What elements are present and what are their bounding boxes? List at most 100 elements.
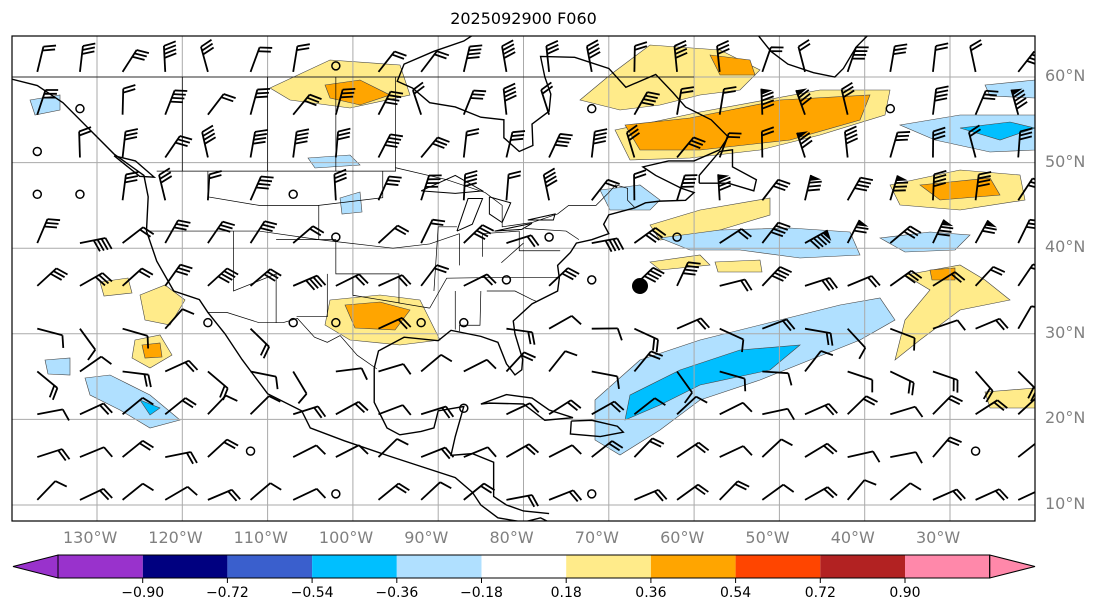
barb-feather (985, 390, 994, 403)
wind-barb (540, 81, 554, 115)
wind-barb (968, 124, 981, 158)
barb-feather (978, 171, 992, 176)
barb-staff (164, 359, 190, 373)
barb-feather (436, 264, 450, 271)
barb-staff (292, 131, 298, 158)
wind-barb (462, 89, 487, 116)
wind-barb (676, 441, 710, 458)
political-border (296, 273, 328, 318)
barb-feather (464, 170, 478, 176)
wind-barb (36, 44, 57, 73)
barb-feather (508, 170, 522, 176)
barb-feather (397, 276, 408, 287)
barb-staff (890, 451, 916, 458)
barb-feather (524, 445, 536, 456)
wind-barb (463, 358, 497, 373)
wind-barb (548, 444, 582, 458)
wind-barb (207, 93, 236, 116)
barb-feather (467, 52, 481, 56)
barb-feather (626, 124, 638, 134)
barb-staff (121, 88, 125, 115)
wind-barb (548, 315, 582, 330)
wind-barb (121, 267, 154, 287)
barb-staff (548, 399, 572, 416)
barb-staff (847, 275, 872, 287)
barb-feather (222, 220, 236, 227)
barb-flag (1011, 88, 1023, 96)
barb-flag (796, 88, 808, 96)
wind-barb (633, 437, 665, 458)
barb-staff (502, 88, 508, 115)
barb-feather (202, 128, 215, 137)
barb-feather (787, 372, 793, 386)
wind-barb (378, 317, 412, 330)
wind-barb (462, 44, 483, 73)
wind-barb (207, 488, 241, 502)
barb-feather (1036, 441, 1047, 453)
colorbar-bin (227, 555, 313, 578)
barb-feather (586, 39, 599, 48)
wind-barb (846, 46, 869, 73)
barb-feather (977, 179, 991, 184)
barb-feather (969, 39, 982, 48)
longitude-tick-label: 110°W (233, 528, 288, 547)
barb-feather (223, 93, 236, 99)
wind-barb (79, 237, 113, 252)
barb-staff (932, 488, 958, 501)
barb-staff (377, 224, 399, 244)
calm-wind-circle (32, 189, 43, 200)
barb-feather (225, 394, 238, 402)
barb-staff (378, 317, 403, 330)
barb-staff (932, 319, 958, 330)
barb-staff (676, 175, 686, 201)
barb-staff (548, 133, 561, 158)
wind-barb (506, 234, 540, 248)
barb-feather (821, 279, 831, 292)
colorbar-tick-label: −0.18 (460, 585, 503, 601)
barb-feather (646, 272, 659, 280)
barb-feather (48, 385, 56, 398)
barb-staff (121, 131, 127, 158)
barb-feather (827, 486, 838, 497)
barb-staff (333, 174, 337, 201)
barb-feather (845, 133, 858, 141)
barb-feather (841, 81, 853, 91)
shaded-contour (44, 357, 71, 376)
wind-barb (761, 178, 791, 201)
barb-staff (292, 405, 319, 416)
barb-feather (262, 346, 270, 359)
barb-feather (440, 353, 453, 363)
barb-feather (913, 337, 916, 351)
barb-staff (292, 274, 318, 287)
wind-barb (804, 486, 838, 501)
calm-wind-circle (331, 61, 341, 71)
barb-feather (984, 226, 997, 231)
barb-staff (932, 271, 956, 287)
barb-feather (479, 226, 492, 235)
barb-feather (263, 273, 276, 282)
barb-feather (337, 127, 351, 133)
barb-staff (889, 270, 912, 287)
barb-staff (718, 132, 730, 158)
barb-feather (401, 274, 412, 285)
barb-staff (1017, 396, 1035, 415)
barb-feather (1034, 398, 1035, 407)
barb-feather (860, 176, 874, 181)
barb-staff (207, 221, 224, 244)
barb-staff (717, 174, 721, 201)
barb-feather (649, 440, 662, 448)
barb-feather (742, 402, 753, 413)
barb-staff (591, 370, 618, 378)
wind-barb (79, 328, 97, 361)
barb-staff (420, 405, 447, 416)
barb-feather (227, 490, 238, 502)
barb-feather (444, 446, 455, 458)
barb-feather (56, 267, 68, 276)
barb-staff (249, 47, 261, 73)
barb-staff (377, 133, 392, 158)
barb-staff (932, 88, 938, 115)
barb-feather (820, 350, 834, 357)
barb-feather (797, 39, 810, 48)
barb-feather (1027, 184, 1035, 190)
wind-barb (548, 399, 582, 416)
